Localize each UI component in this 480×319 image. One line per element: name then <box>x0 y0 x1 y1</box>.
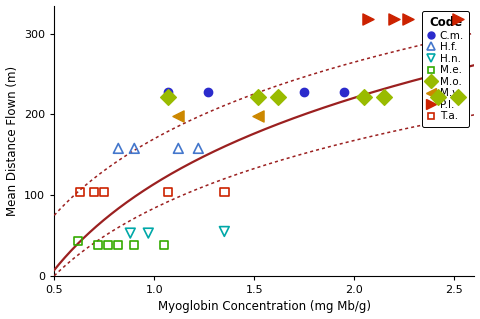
Point <box>100 189 108 195</box>
Point <box>160 243 168 248</box>
Point <box>174 146 182 151</box>
Point <box>165 189 172 195</box>
Point <box>455 94 462 99</box>
Point <box>204 89 212 94</box>
Point <box>364 17 372 22</box>
Point <box>405 17 412 22</box>
Point <box>220 229 228 234</box>
Point <box>105 243 112 248</box>
Point <box>300 89 308 94</box>
Point <box>275 94 282 99</box>
Point <box>74 239 82 244</box>
Point <box>254 114 262 119</box>
Point <box>220 189 228 195</box>
Point <box>114 243 122 248</box>
Point <box>434 94 442 99</box>
Point <box>131 243 138 248</box>
Point <box>126 231 134 236</box>
Point <box>391 17 398 22</box>
X-axis label: Myoglobin Concentration (mg Mb/g): Myoglobin Concentration (mg Mb/g) <box>158 300 371 314</box>
Legend: C.m., H.f., H.n., M.e., M.o., M.v., P.l., T.a.: C.m., H.f., H.n., M.e., M.o., M.v., P.l.… <box>422 11 469 127</box>
Point <box>340 89 348 94</box>
Point <box>95 243 102 248</box>
Point <box>455 17 462 22</box>
Point <box>360 94 368 99</box>
Point <box>174 114 182 119</box>
Point <box>165 89 172 94</box>
Y-axis label: Mean Distance Flown (m): Mean Distance Flown (m) <box>6 66 19 216</box>
Point <box>381 94 388 99</box>
Point <box>254 94 262 99</box>
Point <box>114 146 122 151</box>
Point <box>76 189 84 195</box>
Point <box>90 189 98 195</box>
Point <box>165 94 172 99</box>
Point <box>131 146 138 151</box>
Point <box>144 231 152 236</box>
Point <box>194 146 202 151</box>
